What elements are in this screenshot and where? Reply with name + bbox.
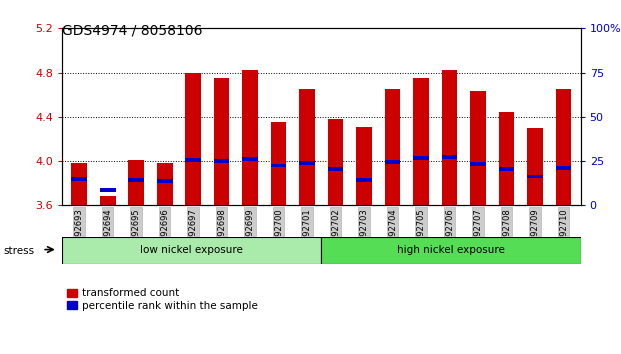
Bar — [442, 155, 458, 159]
Bar — [71, 177, 87, 181]
Bar — [385, 89, 401, 205]
Bar — [527, 175, 543, 178]
Bar — [129, 178, 144, 182]
Text: stress: stress — [3, 246, 34, 256]
Bar — [157, 163, 173, 205]
Bar — [413, 78, 429, 205]
Text: high nickel exposure: high nickel exposure — [397, 245, 505, 256]
Bar — [129, 160, 144, 205]
Bar — [499, 113, 514, 205]
Bar — [242, 70, 258, 205]
Bar — [556, 166, 571, 170]
Bar — [356, 127, 372, 205]
Bar — [328, 167, 343, 171]
Bar — [356, 178, 372, 182]
Bar — [185, 73, 201, 205]
Bar — [527, 128, 543, 205]
Bar — [299, 89, 315, 205]
Bar — [385, 160, 401, 164]
Bar — [556, 89, 571, 205]
Bar — [328, 119, 343, 205]
Bar — [442, 70, 458, 205]
Text: GDS4974 / 8058106: GDS4974 / 8058106 — [62, 23, 202, 37]
Bar — [271, 122, 286, 205]
Bar — [71, 163, 87, 205]
Bar — [499, 167, 514, 171]
Bar — [100, 188, 116, 192]
Bar — [271, 164, 286, 167]
Bar — [413, 156, 429, 160]
Bar — [100, 196, 116, 205]
Bar — [157, 179, 173, 183]
Bar — [322, 237, 581, 264]
Bar — [242, 157, 258, 161]
Bar — [470, 91, 486, 205]
Bar — [299, 161, 315, 165]
Bar — [62, 237, 322, 264]
Bar — [214, 159, 230, 163]
Bar — [185, 158, 201, 162]
Bar — [214, 78, 230, 205]
Bar — [470, 162, 486, 166]
Legend: transformed count, percentile rank within the sample: transformed count, percentile rank withi… — [67, 289, 258, 311]
Text: low nickel exposure: low nickel exposure — [140, 245, 243, 256]
